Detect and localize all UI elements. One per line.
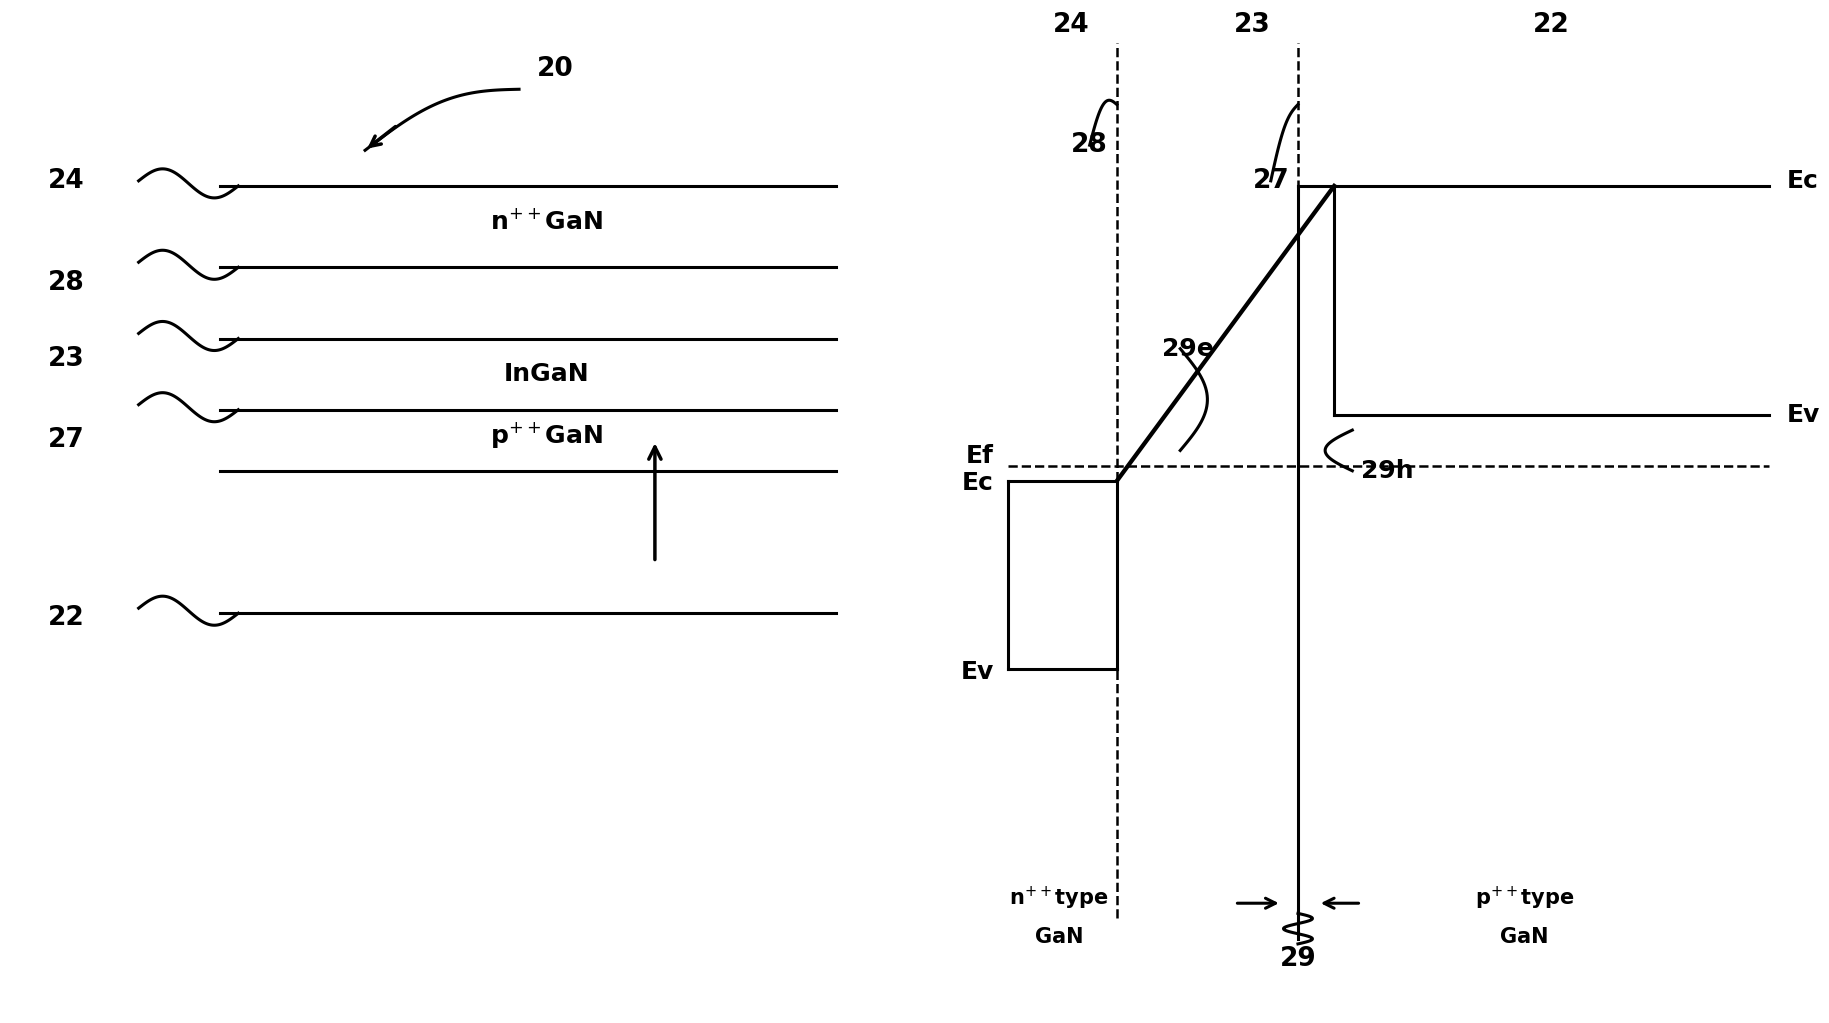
Text: 22: 22 [1533,12,1569,39]
Text: 29h: 29h [1361,458,1414,483]
Text: Ec: Ec [962,471,993,495]
Text: 29e: 29e [1161,337,1214,361]
Text: Ec: Ec [1787,169,1818,192]
Text: 28: 28 [1072,132,1108,159]
Text: Ev: Ev [960,660,993,684]
Text: 28: 28 [48,270,84,296]
Text: 24: 24 [1054,12,1090,39]
Text: n$^{++}$type: n$^{++}$type [1010,885,1108,911]
Text: GaN: GaN [1500,927,1549,947]
Text: 27: 27 [1253,168,1289,193]
Text: GaN: GaN [1035,927,1083,947]
Text: 27: 27 [48,428,84,453]
Text: Ev: Ev [1787,403,1820,427]
Text: 23: 23 [48,346,84,372]
Text: n$^{++}$GaN: n$^{++}$GaN [490,209,604,234]
Text: InGaN: InGaN [503,362,589,386]
Text: 24: 24 [48,168,84,193]
Text: Ef: Ef [966,444,993,468]
Text: 23: 23 [1235,12,1271,39]
Text: 22: 22 [48,606,84,631]
Text: 29: 29 [1280,946,1317,972]
Text: 20: 20 [538,56,574,82]
Text: p$^{++}$GaN: p$^{++}$GaN [490,420,604,450]
Text: p$^{++}$type: p$^{++}$type [1474,885,1575,911]
